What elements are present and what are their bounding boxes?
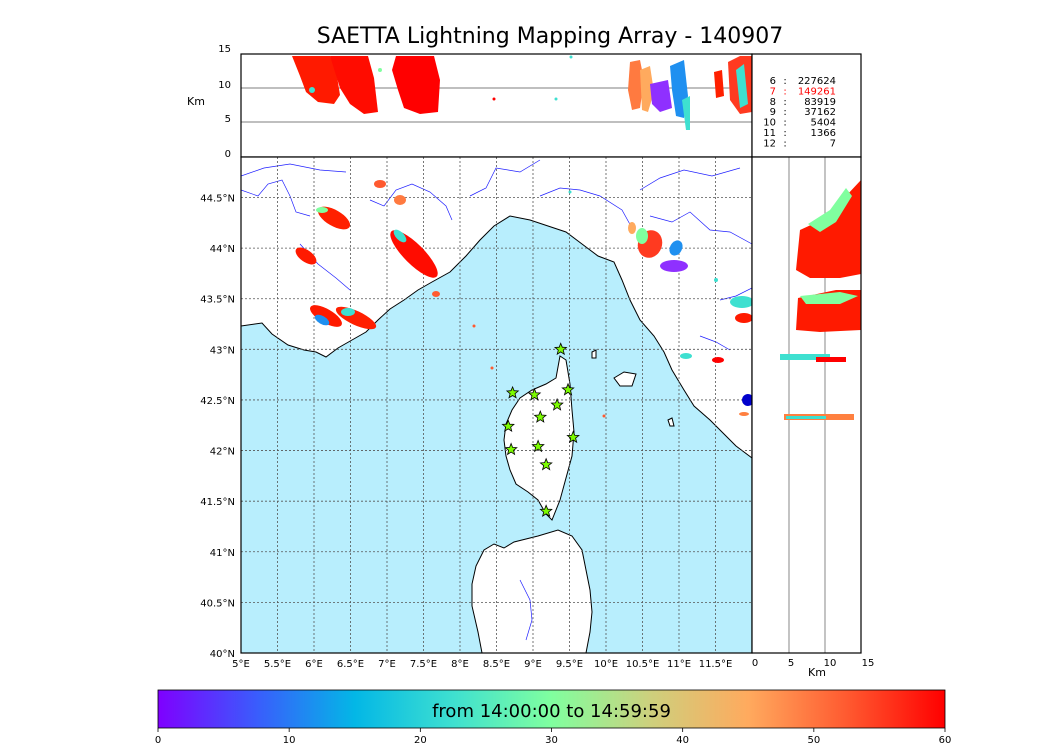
station-star-icon xyxy=(501,419,515,432)
stats-minute: 10 xyxy=(763,118,776,129)
rivers xyxy=(241,159,752,641)
station-star-icon xyxy=(539,504,553,517)
station-markers xyxy=(501,342,580,517)
altitude-panel: 15 10 5 0 Km xyxy=(187,44,753,160)
stats-minute: 8 xyxy=(770,97,776,108)
stats-separator: : xyxy=(783,118,786,129)
latitude-tick-label: 44°N xyxy=(210,244,235,255)
colorbar-tick-label: 60 xyxy=(939,735,952,746)
longitude-tick-label: 6°E xyxy=(305,659,323,670)
side-tick-label: 10 xyxy=(824,658,837,669)
colorbar-label: from 14:00:00 to 14:59:59 xyxy=(432,701,671,722)
station-star-icon xyxy=(539,457,553,471)
map-panel: 5°E 5.5°E 6°E 6.5°E 7°E 7.5°E 8°E 8.5°E 9°E 9.5°E… xyxy=(200,156,753,670)
longitude-tick-label: 10°E xyxy=(594,659,618,670)
longitude-tick-label: 8°E xyxy=(451,659,469,670)
latitude-tick-label: 43.5°N xyxy=(200,295,235,306)
station-star-icon xyxy=(553,342,568,356)
latitude-tick-label: 42.5°N xyxy=(200,396,235,407)
longitude-tick-label: 6.5°E xyxy=(337,659,364,670)
stats-separator: : xyxy=(783,128,786,139)
longitude-tick-label: 11.5°E xyxy=(699,659,733,670)
colorbar-tick-label: 40 xyxy=(676,735,689,746)
station-star-icon xyxy=(504,442,518,456)
altitude-tick-label: 0 xyxy=(225,149,231,160)
longitude-tick-label: 9°E xyxy=(524,659,542,670)
stats-separator: : xyxy=(783,107,786,118)
colorbar-tick-label: 30 xyxy=(545,735,558,746)
station-star-icon xyxy=(531,439,545,453)
station-star-icon xyxy=(505,385,520,399)
colorbar: 0 10 20 30 40 50 60 xyxy=(155,689,952,746)
station-star-icon xyxy=(527,387,542,401)
page-title: SAETTA Lightning Mapping Array - 140907 xyxy=(316,24,784,49)
latitude-tick-label: 41.5°N xyxy=(200,497,235,508)
stats-count: 83919 xyxy=(804,97,836,108)
sardinia-island xyxy=(471,529,593,653)
stats-count: 5404 xyxy=(811,118,836,129)
colorbar-tick-label: 10 xyxy=(283,735,296,746)
latitude-tick-label: 44.5°N xyxy=(200,193,235,204)
longitude-tick-label: 7°E xyxy=(378,659,396,670)
stats-minute: 11 xyxy=(763,128,776,139)
stats-minute: 7 xyxy=(770,86,776,97)
stats-count: 149261 xyxy=(798,86,836,97)
side-tick-label: 15 xyxy=(862,658,875,669)
longitude-tick-label: 10.5°E xyxy=(626,659,660,670)
altitude-tick-label: 5 xyxy=(225,114,231,125)
map-lightning-clusters xyxy=(295,180,752,418)
side-tick-label: 0 xyxy=(752,658,758,669)
altitude-tick-label: 10 xyxy=(218,80,231,91)
longitude-tick-label: 9.5°E xyxy=(556,659,583,670)
stats-count: 7 xyxy=(830,138,836,149)
stats-minute: 6 xyxy=(770,76,776,87)
colorbar-tick-label: 0 xyxy=(155,735,161,746)
latitude-tick-label: 40°N xyxy=(210,649,235,660)
stats-box: 6: 227624 7: 149261 8: 83919 9: 37162 10: 5404 11:… xyxy=(751,53,862,158)
stats-count: 227624 xyxy=(798,76,836,87)
station-star-icon xyxy=(550,397,564,411)
longitude-tick-label: 5°E xyxy=(232,659,250,670)
stats-count: 1366 xyxy=(811,128,836,139)
stats-separator: : xyxy=(783,86,786,97)
latitude-tick-label: 40.5°N xyxy=(200,598,235,609)
colorbar-tick-label: 20 xyxy=(414,735,427,746)
side-tick-label: 5 xyxy=(788,658,794,669)
station-star-icon xyxy=(561,382,575,396)
station-star-icon xyxy=(566,430,580,444)
side-panel: 0 5 10 15 Km xyxy=(751,156,875,679)
altitude-tick-label: 15 xyxy=(218,44,231,55)
latitude-tick-label: 42°N xyxy=(210,447,235,458)
altitude-lightning-clusters xyxy=(292,55,752,130)
longitude-tick-label: 5.5°E xyxy=(264,659,291,670)
colorbar-gradient xyxy=(157,689,946,729)
latitude-tick-label: 43°N xyxy=(210,345,235,356)
stats-separator: : xyxy=(783,138,786,149)
stats-separator: : xyxy=(783,76,786,87)
stats-minute: 9 xyxy=(770,107,776,118)
stats-separator: : xyxy=(783,97,786,108)
stats-minute: 12 xyxy=(763,138,776,149)
longitude-tick-label: 11°E xyxy=(667,659,691,670)
altitude-axis-label: Km xyxy=(187,95,205,108)
latitude-tick-label: 41°N xyxy=(210,548,235,559)
side-axis-label: Km xyxy=(808,666,826,679)
station-star-icon xyxy=(533,409,548,423)
longitude-tick-label: 7.5°E xyxy=(410,659,437,670)
longitude-tick-label: 8.5°E xyxy=(483,659,510,670)
side-lightning-clusters xyxy=(780,180,861,420)
corsica-island xyxy=(503,355,575,521)
colorbar-tick-label: 50 xyxy=(807,735,820,746)
stats-count: 37162 xyxy=(804,107,836,118)
